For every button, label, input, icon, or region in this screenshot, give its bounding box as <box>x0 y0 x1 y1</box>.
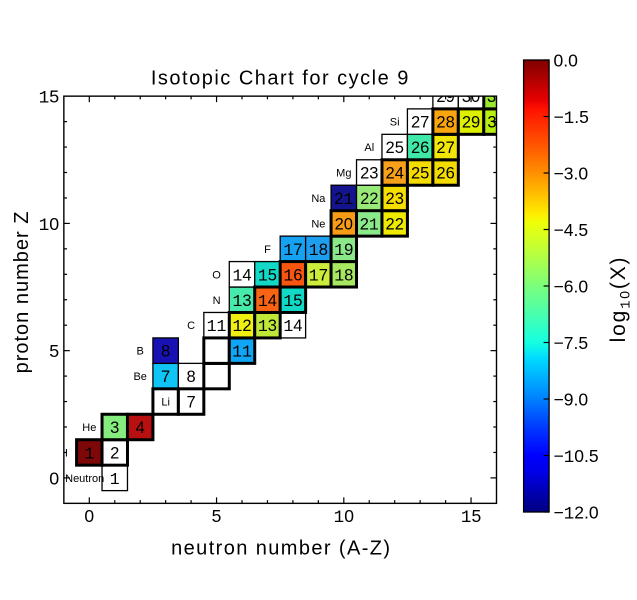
svg-text:15: 15 <box>39 87 60 109</box>
svg-text:proton number Z: proton number Z <box>11 211 33 374</box>
svg-text:Al: Al <box>364 142 374 154</box>
svg-text:Neutron: Neutron <box>65 473 104 485</box>
svg-text:14: 14 <box>258 292 277 311</box>
svg-text:26: 26 <box>411 139 429 157</box>
svg-text:8: 8 <box>161 343 170 361</box>
svg-text:−9.0: −9.0 <box>554 389 589 409</box>
svg-text:29: 29 <box>436 88 454 106</box>
svg-text:23: 23 <box>386 190 404 208</box>
svg-text:Be: Be <box>133 371 146 383</box>
svg-text:29: 29 <box>462 114 480 132</box>
svg-text:7: 7 <box>187 394 196 412</box>
svg-text:14: 14 <box>232 266 251 285</box>
svg-text:4: 4 <box>136 419 145 437</box>
svg-text:H: H <box>60 447 68 459</box>
svg-text:27: 27 <box>436 139 454 157</box>
svg-text:20: 20 <box>335 215 353 233</box>
svg-text:0: 0 <box>84 506 94 526</box>
svg-text:13: 13 <box>258 317 277 336</box>
svg-text:Isotopic Chart for cycle 9: Isotopic Chart for cycle 9 <box>151 68 410 90</box>
svg-text:15: 15 <box>258 266 277 285</box>
svg-text:19: 19 <box>334 241 353 260</box>
svg-text:8: 8 <box>187 368 196 386</box>
svg-text:21: 21 <box>334 190 353 209</box>
svg-text:5: 5 <box>49 341 59 361</box>
svg-text:24: 24 <box>386 165 404 183</box>
svg-text:1: 1 <box>84 444 94 463</box>
svg-text:Li: Li <box>161 397 170 409</box>
svg-text:18: 18 <box>334 266 353 285</box>
svg-text:26: 26 <box>436 165 454 183</box>
svg-text:F: F <box>264 244 271 256</box>
svg-text:−1.5: −1.5 <box>554 107 589 129</box>
svg-text:12: 12 <box>232 317 251 336</box>
svg-text:7: 7 <box>161 368 170 386</box>
svg-text:14: 14 <box>283 317 302 336</box>
svg-text:−12.0: −12.0 <box>554 502 599 524</box>
svg-text:25: 25 <box>386 139 404 157</box>
svg-text:13: 13 <box>232 292 251 311</box>
svg-text:0: 0 <box>49 468 59 488</box>
svg-text:28: 28 <box>436 114 454 132</box>
svg-text:O: O <box>212 269 221 281</box>
svg-text:10: 10 <box>334 506 355 528</box>
svg-text:−6.0: −6.0 <box>554 276 589 296</box>
svg-text:N: N <box>213 295 221 307</box>
svg-text:17: 17 <box>283 241 302 260</box>
svg-text:1: 1 <box>110 470 120 489</box>
svg-text:Si: Si <box>390 117 400 129</box>
svg-text:11: 11 <box>232 343 252 362</box>
svg-text:0.0: 0.0 <box>554 50 579 70</box>
svg-text:−7.5: −7.5 <box>554 333 589 353</box>
svg-text:B: B <box>137 346 144 358</box>
svg-text:Ne: Ne <box>311 218 325 230</box>
svg-text:18: 18 <box>309 241 328 260</box>
svg-text:21: 21 <box>360 215 379 234</box>
svg-text:He: He <box>82 422 96 434</box>
svg-text:C: C <box>187 320 195 332</box>
svg-text:22: 22 <box>360 190 378 208</box>
svg-text:neutron number (A-Z): neutron number (A-Z) <box>171 537 391 559</box>
svg-text:Na: Na <box>311 193 326 205</box>
svg-text:25: 25 <box>411 165 429 183</box>
svg-text:15: 15 <box>461 506 481 528</box>
svg-text:−3.0: −3.0 <box>554 163 589 183</box>
svg-text:−10.5: −10.5 <box>554 446 599 468</box>
svg-text:3: 3 <box>110 419 119 437</box>
svg-text:5: 5 <box>212 506 222 526</box>
svg-text:23: 23 <box>360 165 378 183</box>
svg-text:Mg: Mg <box>336 168 351 180</box>
svg-text:−4.5: −4.5 <box>554 220 589 240</box>
svg-text:27: 27 <box>411 114 429 132</box>
svg-text:16: 16 <box>283 266 302 285</box>
svg-text:10: 10 <box>39 214 60 236</box>
svg-text:30: 30 <box>487 114 505 132</box>
svg-text:22: 22 <box>386 215 404 233</box>
svg-text:15: 15 <box>283 292 302 311</box>
svg-text:17: 17 <box>309 266 328 285</box>
svg-text:11: 11 <box>207 317 227 336</box>
svg-text:2: 2 <box>110 444 119 462</box>
